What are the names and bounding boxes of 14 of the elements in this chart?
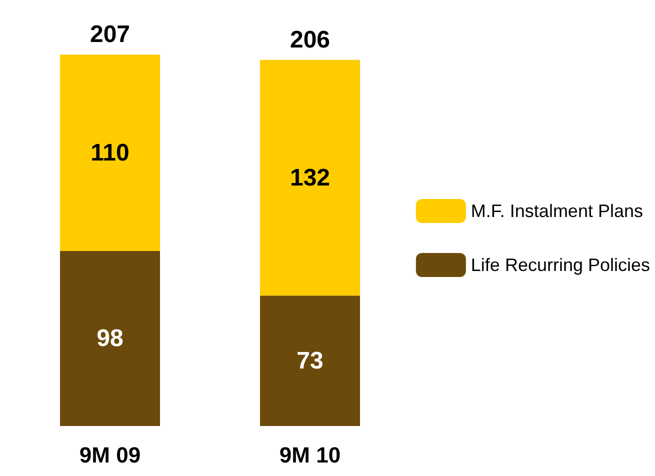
x-tick-label: 9M 10 [279, 442, 341, 468]
bar [60, 54, 160, 251]
bar [60, 251, 160, 426]
bar [260, 296, 360, 426]
total-label: 206 [290, 26, 330, 54]
total-label: 207 [90, 21, 130, 48]
bar [260, 60, 360, 296]
legend-label: Life Recurring Policies [470, 255, 650, 275]
data-label: 132 [290, 164, 330, 192]
data-label: 110 [90, 139, 130, 166]
legend-label: M.F. Instalment Plans [470, 201, 643, 221]
data-label: 73 [296, 347, 324, 374]
data-label: 98 [96, 325, 124, 352]
x-tick-label: 9M 09 [79, 442, 141, 468]
